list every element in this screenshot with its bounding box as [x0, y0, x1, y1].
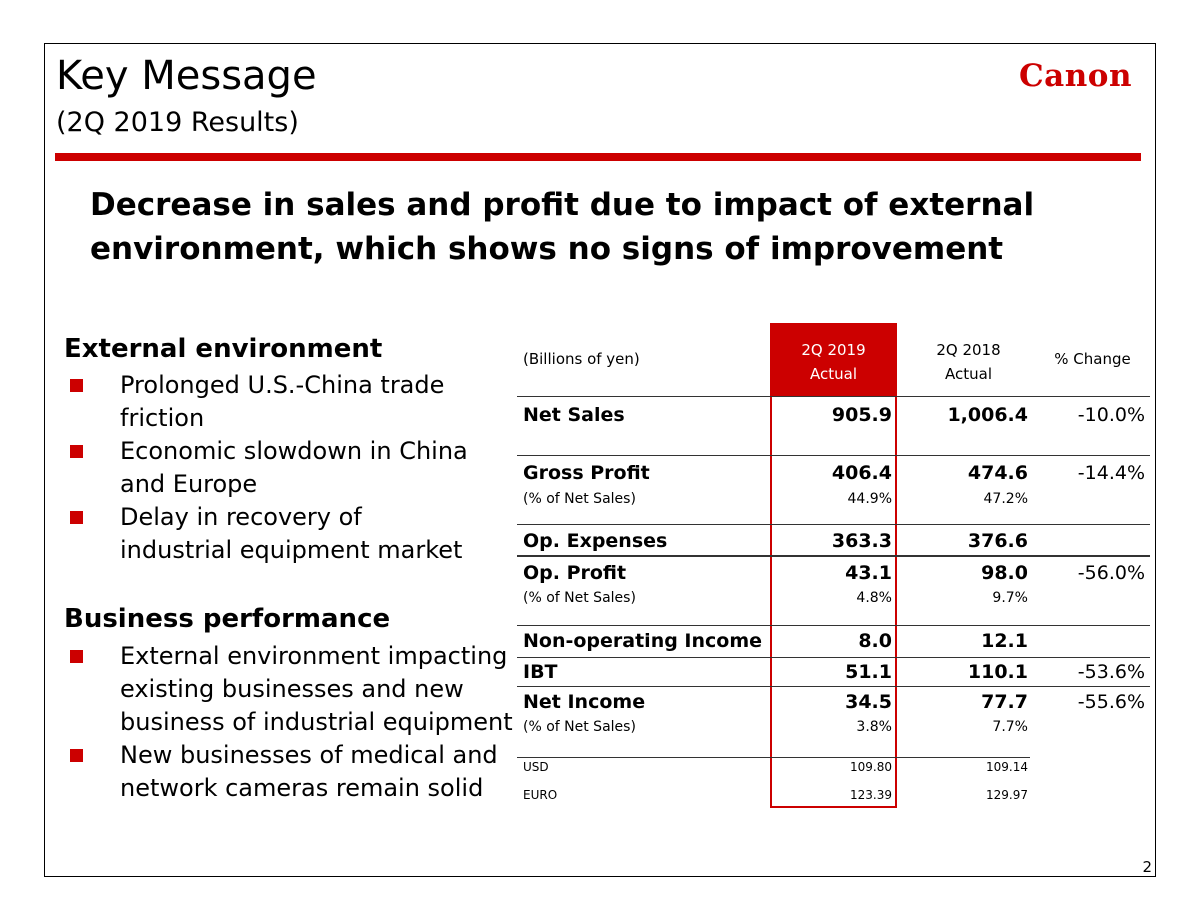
cell-2019: 363.3	[831, 530, 892, 552]
row-label: Gross Profit	[523, 462, 650, 484]
table-rule	[517, 625, 1150, 626]
cell-2018: 129.97	[986, 788, 1028, 802]
bullet-marker	[70, 511, 83, 524]
slide-title: Key Message	[56, 53, 317, 99]
cell-2018: 12.1	[981, 630, 1028, 652]
cell-2019: 4.8%	[856, 590, 892, 606]
cell-change: -56.0%	[1077, 562, 1145, 584]
row-label: (% of Net Sales)	[523, 491, 636, 507]
table-header: % Change	[1054, 350, 1131, 368]
cell-2018: 109.14	[986, 760, 1028, 774]
table-rule	[517, 455, 1150, 456]
cell-2018: 7.7%	[992, 719, 1028, 735]
divider	[55, 153, 1141, 161]
table-rule	[517, 555, 1150, 557]
row-label: Op. Expenses	[523, 530, 668, 552]
cell-change: -14.4%	[1077, 462, 1145, 484]
highlight-header	[770, 323, 897, 396]
table-rule	[517, 657, 1150, 658]
cell-2018: 474.6	[967, 462, 1028, 484]
headline: environment, which shows no signs of imp…	[90, 231, 1004, 267]
cell-change: -55.6%	[1077, 691, 1145, 713]
cell-change: -53.6%	[1077, 661, 1145, 683]
cell-2019: 406.4	[831, 462, 892, 484]
bullet-text: Economic slowdown in China and Europe	[120, 437, 468, 498]
cell-2018: 9.7%	[992, 590, 1028, 606]
row-label: Net Income	[523, 691, 646, 713]
row-label: IBT	[523, 661, 558, 683]
table-rule	[517, 396, 1150, 397]
cell-2019: 123.39	[850, 788, 892, 802]
section-heading: External environment	[64, 334, 383, 364]
table-header: 2Q 2018 Actual	[936, 341, 1001, 383]
cell-2019: 34.5	[845, 691, 892, 713]
table-rule	[517, 524, 1150, 525]
row-label: (% of Net Sales)	[523, 590, 636, 606]
section-heading: Business performance	[64, 604, 391, 634]
row-label: Op. Profit	[523, 562, 627, 584]
bullet-marker	[70, 379, 83, 392]
cell-2018: 110.1	[967, 661, 1028, 683]
slide-frame	[44, 43, 1156, 877]
cell-2018: 98.0	[981, 562, 1028, 584]
cell-2019: 44.9%	[847, 491, 892, 507]
bullet-marker	[70, 749, 83, 762]
row-label: Net Sales	[523, 404, 625, 426]
cell-2018: 1,006.4	[947, 404, 1028, 426]
bullet-marker	[70, 650, 83, 663]
table-rule	[517, 686, 1150, 687]
table-header: 2Q 2019 Actual	[801, 341, 866, 383]
bullet-marker	[70, 445, 83, 458]
logo: Canon	[1018, 58, 1132, 94]
cell-2019: 51.1	[845, 661, 892, 683]
cell-2019: 905.9	[831, 404, 892, 426]
cell-2018: 47.2%	[983, 491, 1028, 507]
bullet-text: New businesses of medical and network ca…	[120, 741, 498, 802]
bullet-text: Prolonged U.S.-China trade friction	[120, 371, 445, 432]
row-label: (% of Net Sales)	[523, 719, 636, 735]
table-rule	[517, 757, 1030, 758]
row-label: Non-operating Income	[523, 630, 763, 652]
headline: Decrease in sales and profit due to impa…	[90, 187, 1035, 223]
bullet-text: Delay in recovery of industrial equipmen…	[120, 503, 463, 564]
cell-2018: 77.7	[981, 691, 1028, 713]
cell-2019: 43.1	[845, 562, 892, 584]
slide-subtitle: (2Q 2019 Results)	[56, 107, 299, 138]
cell-2019: 8.0	[858, 630, 892, 652]
bullet-text: External environment impacting existing …	[120, 642, 513, 736]
cell-2019: 3.8%	[856, 719, 892, 735]
table-header: (Billions of yen)	[523, 350, 640, 368]
cell-2019: 109.80	[850, 760, 892, 774]
cell-change: -10.0%	[1077, 404, 1145, 426]
cell-2018: 376.6	[967, 530, 1028, 552]
row-label: USD	[523, 760, 549, 774]
row-label: EURO	[523, 788, 558, 802]
page-number: 2	[1142, 858, 1152, 876]
